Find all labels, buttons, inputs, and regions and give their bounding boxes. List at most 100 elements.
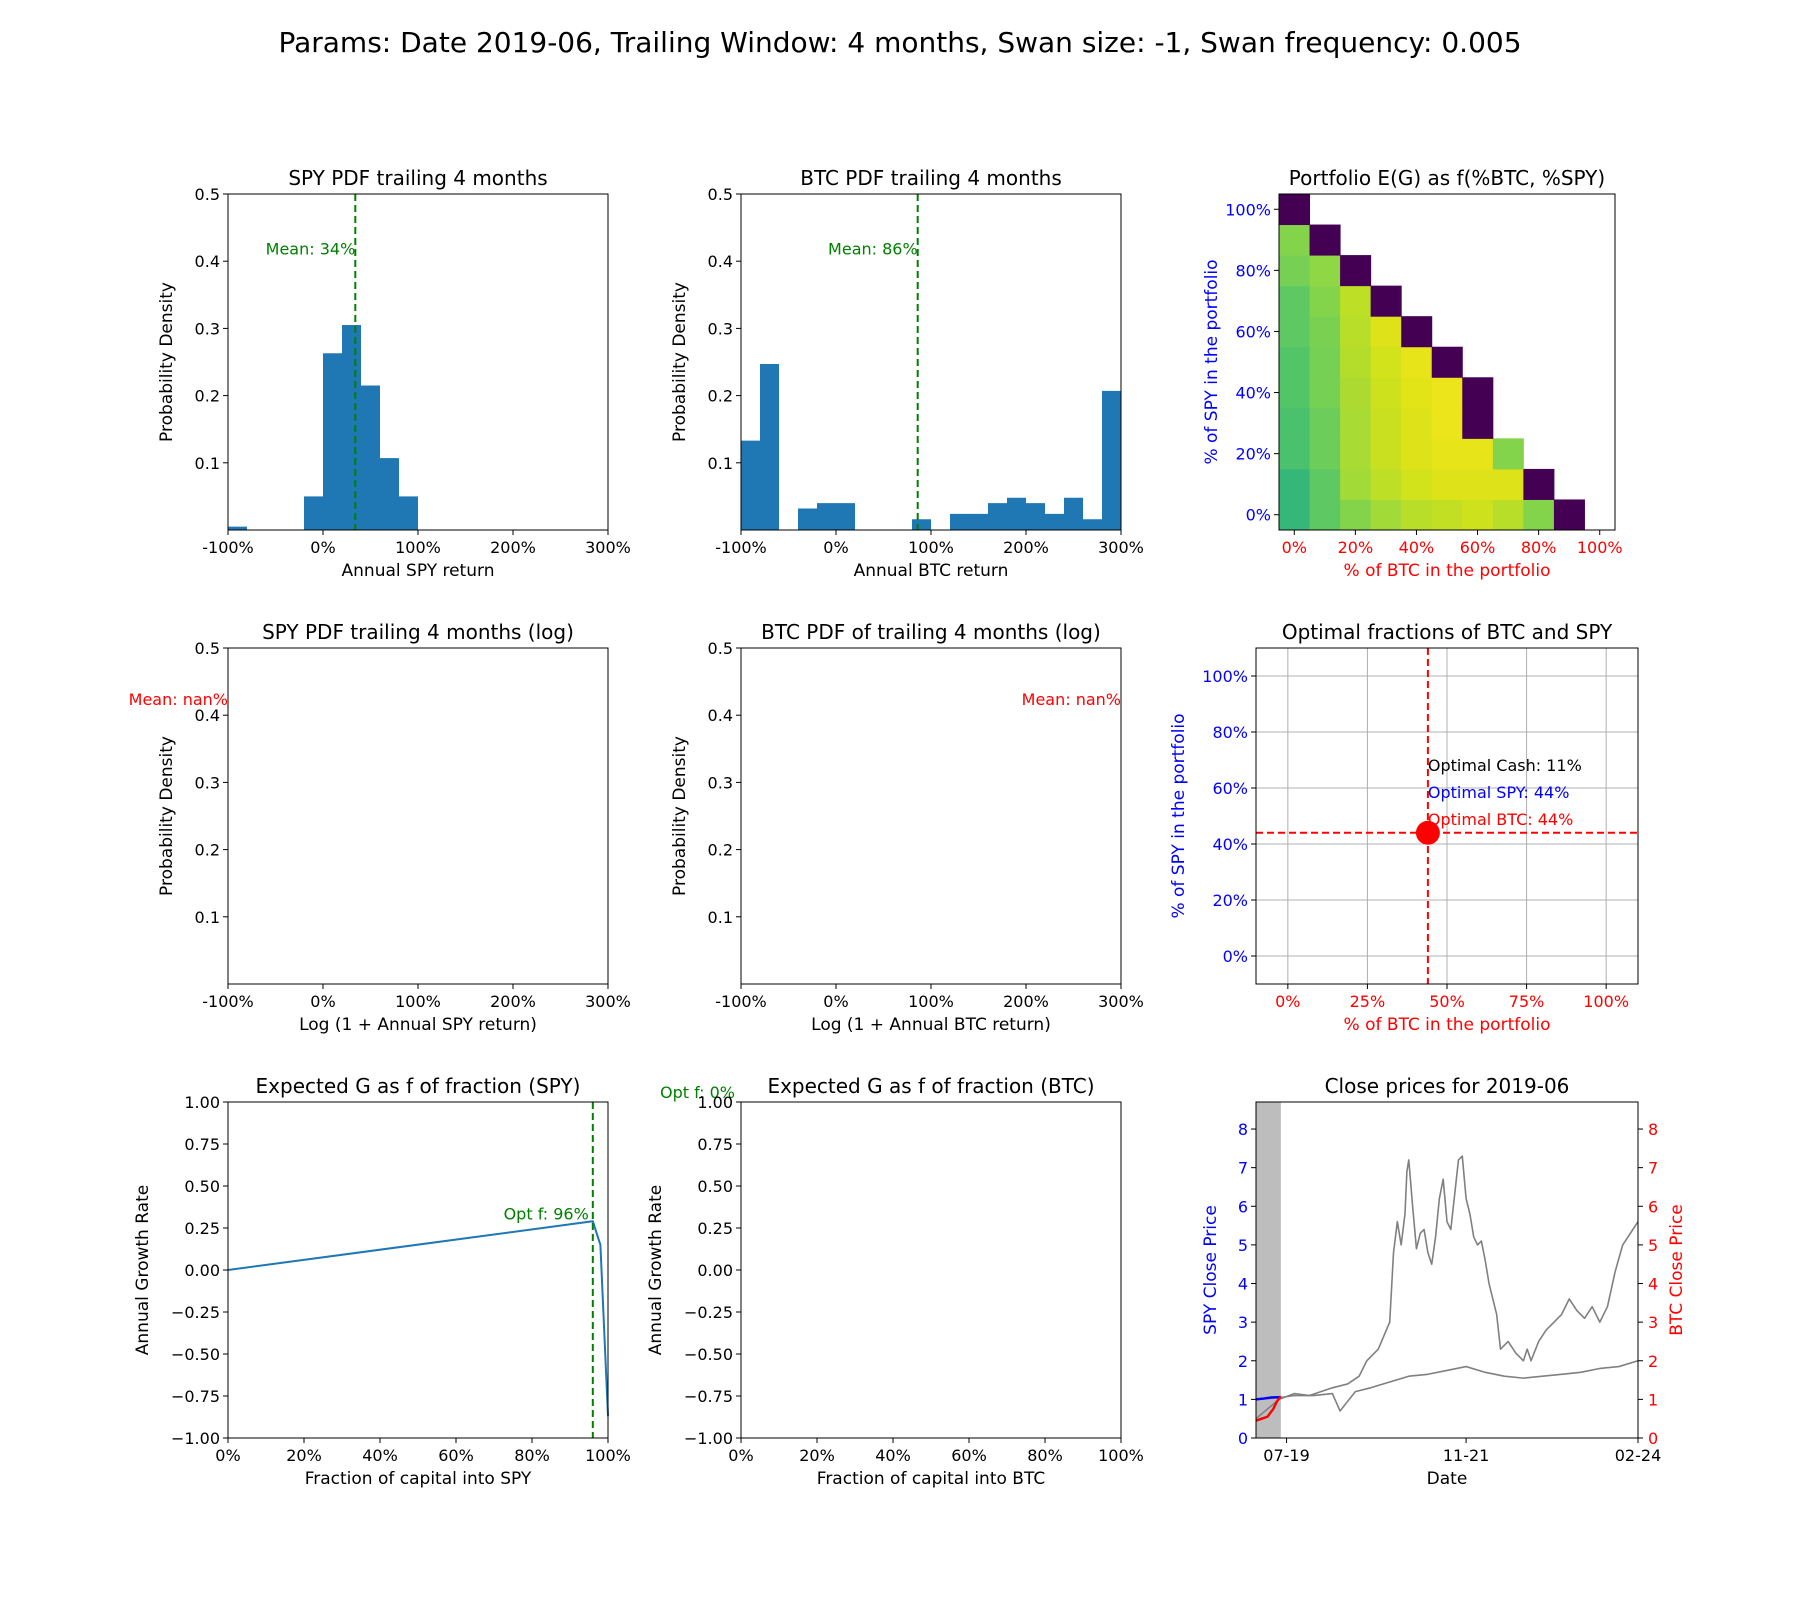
- btc_pdf-bar: [950, 513, 969, 530]
- close_prices-ytick-label: 0: [1238, 1429, 1248, 1448]
- expected_g_spy-ylabel: Annual Growth Rate: [133, 1185, 153, 1355]
- portfolio_heatmap-cell: [1309, 468, 1341, 500]
- btc_pdf-title: BTC PDF trailing 4 months: [800, 166, 1062, 190]
- spy_log_pdf-title: SPY PDF trailing 4 months (log): [262, 620, 574, 644]
- portfolio_heatmap-cell: [1401, 468, 1433, 500]
- close_prices-series-btc: [1255, 1155, 1639, 1420]
- btc_log_pdf-ylabel: Probability Density: [670, 736, 690, 896]
- optimal_fractions-ytick-label: 100%: [1202, 667, 1248, 686]
- portfolio_heatmap-cell: [1492, 499, 1524, 531]
- optimal_fractions-xtick-label: 25%: [1350, 992, 1386, 1011]
- portfolio_heatmap-cell: [1431, 407, 1463, 439]
- portfolio_heatmap-xtick-label: 60%: [1460, 538, 1496, 557]
- portfolio_heatmap-cell: [1462, 438, 1494, 470]
- expected_g_spy-ytick-label: 0.50: [184, 1177, 220, 1196]
- expected_g_btc-ytick-label: −0.25: [684, 1303, 733, 1322]
- spy_log_pdf-ytick-label: 0.5: [195, 639, 220, 658]
- btc_pdf-bar: [1045, 513, 1064, 530]
- portfolio_heatmap-cell: [1401, 438, 1433, 470]
- close_prices-ytick-right-label: 2: [1648, 1352, 1658, 1371]
- btc_pdf-ylabel: Probability Density: [670, 282, 690, 442]
- btc_pdf-ytick-label: 0.2: [708, 387, 733, 406]
- expected_g_spy-xtick-label: 100%: [585, 1446, 631, 1465]
- portfolio_heatmap-cell: [1340, 468, 1372, 500]
- expected_g_spy-ytick-label: −1.00: [171, 1429, 220, 1448]
- expected_g_btc-ytick-label: 0.25: [697, 1219, 733, 1238]
- close_prices-xtick-label: 07-19: [1263, 1446, 1310, 1465]
- portfolio_heatmap-ytick-label: 20%: [1235, 445, 1271, 464]
- spy_pdf-xtick-label: -100%: [202, 538, 254, 557]
- portfolio_heatmap-cell: [1401, 316, 1433, 348]
- spy_pdf-bar: [361, 385, 380, 530]
- close_prices-ytick-label: 1: [1238, 1390, 1248, 1409]
- portfolio_heatmap-cell: [1309, 499, 1341, 531]
- expected_g_btc-xtick-label: 20%: [799, 1446, 835, 1465]
- btc_log_pdf-xtick-label: 300%: [1098, 992, 1144, 1011]
- btc_log_pdf-ytick-label: 0.1: [708, 908, 733, 927]
- portfolio_heatmap-title: Portfolio E(G) as f(%BTC, %SPY): [1289, 166, 1605, 190]
- expected_g_btc-ytick-label: 0.50: [697, 1177, 733, 1196]
- close_prices-ylabel: SPY Close Price: [1201, 1205, 1221, 1335]
- optimal_fractions-annotation: Optimal SPY: 44%: [1428, 783, 1570, 802]
- spy_pdf-bar: [380, 458, 399, 530]
- portfolio_heatmap-xtick-label: 20%: [1338, 538, 1374, 557]
- close_prices-title: Close prices for 2019-06: [1325, 1074, 1570, 1098]
- expected_g_btc-xlabel: Fraction of capital into BTC: [817, 1469, 1045, 1489]
- expected_g_spy-growth-line: [227, 1220, 609, 1417]
- portfolio_heatmap-cell: [1553, 499, 1585, 531]
- portfolio_heatmap-cell: [1340, 499, 1372, 531]
- close_prices-series-spy: [1255, 1359, 1639, 1412]
- portfolio_heatmap-cell: [1523, 499, 1555, 531]
- btc_pdf-bar: [798, 508, 817, 530]
- btc_pdf-bar: [988, 503, 1007, 530]
- spy_pdf-ytick-label: 0.1: [195, 454, 220, 473]
- expected_g_spy-ytick-label: −0.50: [171, 1345, 220, 1364]
- portfolio_heatmap-cell: [1401, 407, 1433, 439]
- btc_pdf-xtick-label: 300%: [1098, 538, 1144, 557]
- portfolio_heatmap-cell: [1370, 468, 1402, 500]
- btc_pdf-bar: [1102, 390, 1121, 530]
- expected_g_btc-opt-label: Opt f: 0%: [660, 1083, 735, 1102]
- portfolio_heatmap-cell: [1279, 346, 1311, 378]
- spy_log_pdf-panel: Mean: nan% SPY PDF trailing 4 months (log…: [129, 620, 631, 1035]
- portfolio_heatmap-cell: [1401, 499, 1433, 531]
- optimal_fractions-xtick-label: 50%: [1429, 992, 1465, 1011]
- portfolio_heatmap-panel: Portfolio E(G) as f(%BTC, %SPY) 0% 20% 40% 6…: [1202, 166, 1623, 581]
- close_prices-ytick-right-label: 5: [1648, 1236, 1658, 1255]
- btc_pdf-bar: [1064, 497, 1083, 530]
- close_prices-ytick-right-label: 6: [1648, 1197, 1658, 1216]
- btc_pdf-bar: [1007, 497, 1026, 530]
- portfolio_heatmap-xlabel: % of BTC in the portfolio: [1344, 561, 1551, 581]
- btc_log_pdf-ytick-label: 0.5: [708, 639, 733, 658]
- portfolio_heatmap-cell: [1340, 285, 1372, 317]
- optimal_fractions-ytick-label: 60%: [1212, 779, 1248, 798]
- expected_g_btc-panel: Opt f: 0% Expected G as f of fraction (BT…: [646, 1074, 1144, 1489]
- expected_g_spy-xtick-label: 60%: [438, 1446, 474, 1465]
- btc_pdf-ytick-label: 0.1: [708, 454, 733, 473]
- expected_g_btc-xtick-label: 60%: [951, 1446, 987, 1465]
- portfolio_heatmap-cell: [1370, 377, 1402, 409]
- spy_log_pdf-xtick-label: 100%: [395, 992, 441, 1011]
- btc_log_pdf-title: BTC PDF of trailing 4 months (log): [761, 620, 1101, 644]
- expected_g_spy-xtick-label: 20%: [286, 1446, 322, 1465]
- btc_log_pdf-mean-label: Mean: nan%: [1022, 690, 1121, 709]
- spy_pdf-xlabel: Annual SPY return: [342, 561, 495, 581]
- figure-suptitle: Params: Date 2019-06, Trailing Window: 4…: [278, 26, 1521, 59]
- expected_g_spy-opt-label: Opt f: 96%: [504, 1205, 589, 1224]
- btc_pdf-ytick-label: 0.4: [708, 252, 733, 271]
- btc_pdf-bar: [836, 503, 855, 530]
- expected_g_btc-xtick-label: 40%: [875, 1446, 911, 1465]
- portfolio_heatmap-cell: [1340, 255, 1372, 287]
- spy_log_pdf-ytick-label: 0.2: [195, 841, 220, 860]
- portfolio_heatmap-cell: [1309, 255, 1341, 287]
- portfolio_heatmap-cell: [1279, 468, 1311, 500]
- expected_g_spy-xtick-label: 80%: [514, 1446, 550, 1465]
- spy_pdf-bar: [342, 325, 361, 530]
- close_prices-ytick-label: 2: [1238, 1352, 1248, 1371]
- expected_g_spy-ytick-label: −0.75: [171, 1387, 220, 1406]
- portfolio_heatmap-cell: [1431, 377, 1463, 409]
- btc_pdf-mean-label: Mean: 86%: [828, 239, 918, 258]
- portfolio_heatmap-ytick-label: 0%: [1246, 506, 1271, 525]
- expected_g_spy-ytick-label: 1.00: [184, 1093, 220, 1112]
